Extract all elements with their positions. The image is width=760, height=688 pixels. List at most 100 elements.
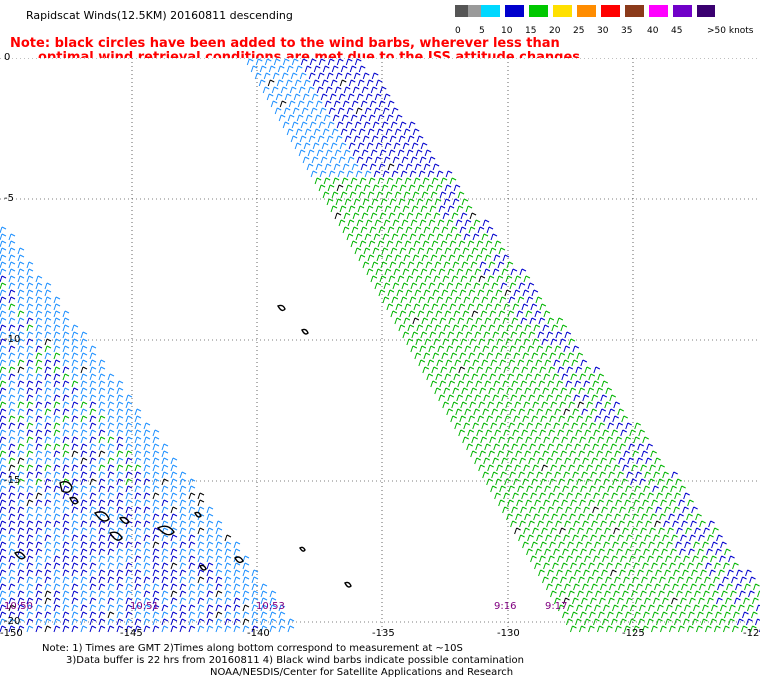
wind-barb [462,247,470,255]
wind-barb [316,149,324,157]
wind-barb [617,408,625,416]
wind-barb [431,240,439,248]
wind-barb [269,604,277,612]
wind-barb [449,303,457,311]
wind-barb [604,464,611,472]
wind-barb [395,177,403,185]
wind-barb [529,380,537,388]
wind-barb [143,583,151,591]
wind-barb [382,296,390,304]
wind-barb [468,352,476,360]
wind-barb [98,436,106,444]
wind-barb [242,562,250,570]
wind-barb [564,520,571,528]
wind-barb [26,310,34,318]
wind-barb [347,219,355,227]
wind-barb [583,380,591,388]
wind-barb [494,492,501,500]
wind-barb [107,520,115,528]
wind-barb [505,275,513,283]
wind-barb [368,114,376,122]
wind-barb [751,611,758,619]
wind-barb [635,597,642,605]
wind-barb [254,72,262,80]
wind-barb [35,436,43,444]
wind-barb [685,590,692,598]
wind-barb [8,506,16,514]
wind-barb [490,359,498,367]
wind-barb [500,282,508,290]
wind-barb [694,590,701,598]
wind-barb [488,450,495,458]
wind-barb [522,289,530,297]
wind-barb [438,394,446,402]
wind-barb [490,296,498,304]
wind-barb [430,317,438,325]
wind-barb [328,107,336,115]
wind-barb [107,436,115,444]
wind-barb [80,422,88,430]
wind-barb [454,233,462,241]
wind-barb [460,275,468,283]
wind-barb [107,618,115,626]
wind-barb [0,303,7,311]
wind-barb [572,471,579,479]
wind-barb [107,478,115,486]
wind-barb [523,338,531,346]
wind-barb [561,562,568,570]
wind-barb [143,527,151,535]
wind-barb [757,590,760,598]
wind-barb [290,135,298,143]
wind-barb [615,436,622,444]
wind-barb [0,282,7,290]
wind-barb [679,548,686,556]
wind-barb [475,254,483,262]
wind-barb [564,583,571,591]
wind-barb [498,247,506,255]
wind-barb [373,233,381,241]
wind-barb [578,387,586,395]
wind-barb [524,324,532,332]
wind-barb [8,527,16,535]
wind-barb [134,457,142,465]
wind-barb [356,156,364,164]
wind-barb [476,429,483,437]
wind-barb [574,380,582,388]
wind-barb [551,450,558,458]
wind-barb [522,478,529,486]
wind-barb [588,436,595,444]
wind-barb [35,401,43,409]
wind-barb [621,604,628,612]
wind-barb [452,261,460,269]
wind-barb [0,268,7,276]
wind-barb [585,478,592,486]
wind-barb [224,597,232,605]
wind-barb [509,408,517,416]
wind-barb [53,534,61,542]
wind-barb [524,513,531,521]
wind-barb [602,492,609,500]
wind-barb [595,464,602,472]
wind-barb [0,296,7,304]
wind-barb [491,408,499,416]
wind-barb [450,352,458,360]
wind-barb [53,331,61,339]
wind-barb [233,569,241,577]
wind-barb [125,415,133,423]
wind-barb [439,254,447,262]
wind-barb [170,492,178,500]
wind-barb [26,380,34,388]
wind-barb [596,387,604,395]
wind-barb [278,114,286,122]
wind-barb [161,548,169,556]
wind-barb [473,408,481,416]
wind-barb [490,422,497,430]
wind-barb [664,569,671,577]
wind-barb [576,604,583,612]
wind-barb [8,366,16,374]
wind-barb [614,513,621,521]
wind-barb [89,506,97,514]
wind-barb [510,520,517,528]
wind-barb [116,464,124,472]
wind-barb [486,226,494,234]
